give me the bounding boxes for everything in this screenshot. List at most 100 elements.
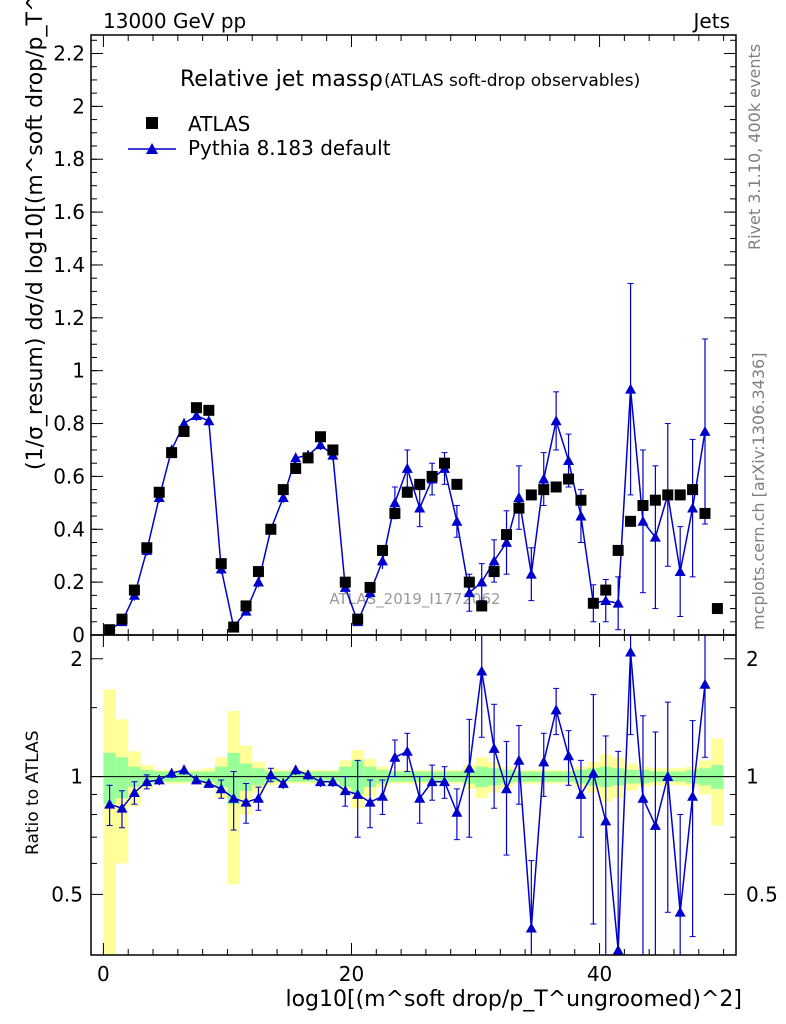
ratio-pythia-point <box>550 704 562 715</box>
ratio-pythia-point <box>364 796 376 807</box>
main-ytick-label: 1.6 <box>53 200 85 224</box>
ratio-pythia-point <box>625 646 637 657</box>
chart-title: Relative jet massρ <box>180 67 383 92</box>
atlas-point <box>699 507 711 519</box>
ratio-ytick-label-right: 1 <box>746 765 759 789</box>
ratio-pythia-point <box>575 788 587 799</box>
ratio-panel-layer <box>91 689 736 955</box>
pythia-point <box>550 415 562 426</box>
ratio-pythia-point <box>190 774 202 785</box>
pythia-point <box>625 383 637 394</box>
main-ytick-label: 0.6 <box>53 464 85 488</box>
ratio-pythia-point <box>501 783 513 794</box>
atlas-point <box>451 478 463 490</box>
atlas-point <box>104 624 116 636</box>
ratio-pythia-point <box>687 790 699 801</box>
main-ytick-label: 1.2 <box>53 306 85 330</box>
pythia-point <box>451 515 463 526</box>
atlas-point <box>364 581 376 593</box>
legend-marker-pythia <box>146 143 158 154</box>
main-ytick-label: 0 <box>72 623 85 647</box>
pythia-point <box>699 425 711 436</box>
ratio-pythia-point <box>463 762 475 773</box>
ratio-pythia-point <box>401 745 413 756</box>
atlas-point <box>439 457 451 469</box>
atlas-point <box>153 486 165 498</box>
band-inner <box>239 763 253 791</box>
ratio-pythia-line <box>109 652 706 951</box>
pythia-point <box>600 595 612 606</box>
atlas-point <box>488 566 500 578</box>
pythia-point <box>401 462 413 473</box>
atlas-point <box>228 621 240 633</box>
ratio-pythia-point <box>699 678 711 689</box>
pythia-point <box>563 455 575 465</box>
atlas-point <box>178 425 190 437</box>
atlas-point <box>674 489 686 501</box>
atlas-point <box>662 489 674 501</box>
atlas-point <box>327 444 339 456</box>
atlas-point <box>141 542 153 554</box>
ratio-pythia-point <box>649 819 661 830</box>
ratio-ytick-label: 1 <box>70 765 83 789</box>
pythia-point <box>476 576 488 587</box>
ratio-pythia-point <box>116 802 128 813</box>
ratio-pythia-point <box>488 742 500 753</box>
ratio-pythia-point <box>153 774 165 785</box>
ratio-ytick-label-right: 0.5 <box>746 882 778 906</box>
pythia-point <box>525 568 537 579</box>
legend-marker-atlas <box>146 117 158 129</box>
rivet-label: Rivet 3.1.10, 400k events <box>745 44 764 250</box>
ratio-pythia-point <box>414 792 426 803</box>
atlas-point <box>352 613 364 625</box>
ratio-pythia-point <box>563 750 575 761</box>
main-ylabel-text: (1/σ_resum) dσ/d log10[(m^soft drop/p_T^… <box>23 0 48 470</box>
atlas-point <box>711 603 723 615</box>
pythia-point <box>190 410 202 421</box>
atlas-point <box>116 613 128 625</box>
ratio-pythia-point <box>339 785 351 796</box>
ratio-pythia-point <box>513 754 525 765</box>
pythia-point <box>376 555 388 566</box>
atlas-point <box>575 494 587 506</box>
atlas-point <box>463 576 475 588</box>
atlas-point <box>612 544 624 556</box>
atlas-point <box>290 462 302 474</box>
ratio-pythia-point <box>662 771 674 781</box>
atlas-point <box>563 473 575 485</box>
xtick-label: 40 <box>587 962 612 986</box>
pythia-point <box>513 492 525 502</box>
ratio-pythia-point <box>389 751 401 762</box>
ratio-pythia-point <box>439 776 451 787</box>
ratio-pythia-point <box>314 776 326 787</box>
atlas-point <box>339 576 351 588</box>
ratio-pythia-point <box>166 767 178 778</box>
ratio-pythia-point <box>128 787 140 797</box>
main-ytick-label: 0.2 <box>53 570 85 594</box>
atlas-point <box>525 489 537 501</box>
atlas-point <box>600 584 612 596</box>
ratio-ylabel: Ratio to ATLAS <box>23 731 43 856</box>
chart-subtitle: (ATLAS soft-drop observables) <box>384 71 640 91</box>
atlas-point <box>587 597 599 609</box>
ratio-pythia-point <box>104 798 116 809</box>
xtick-label: 20 <box>339 962 364 986</box>
atlas-point <box>538 484 550 496</box>
ratio-pythia-point <box>674 906 686 917</box>
x-axis-title: log10[(m^soft drop/p_T^ungroomed)^2] <box>285 987 742 1012</box>
atlas-point <box>240 600 252 612</box>
atlas-point <box>128 584 140 596</box>
ratio-ytick-label: 0.5 <box>51 882 83 906</box>
pythia-point <box>488 555 500 566</box>
mcplots-label: mcplots.cern.ch [arXiv:1306.3436] <box>749 353 768 630</box>
atlas-point <box>401 486 413 498</box>
atlas-point <box>252 566 264 578</box>
ratio-pythia-point <box>426 776 438 787</box>
ratio-data-layer <box>104 635 711 955</box>
pythia-point <box>649 531 661 542</box>
main-ytick-label: 0.8 <box>53 412 85 436</box>
ratio-pythia-point <box>600 815 612 826</box>
atlas-point <box>265 523 277 535</box>
atlas-point <box>376 544 388 556</box>
